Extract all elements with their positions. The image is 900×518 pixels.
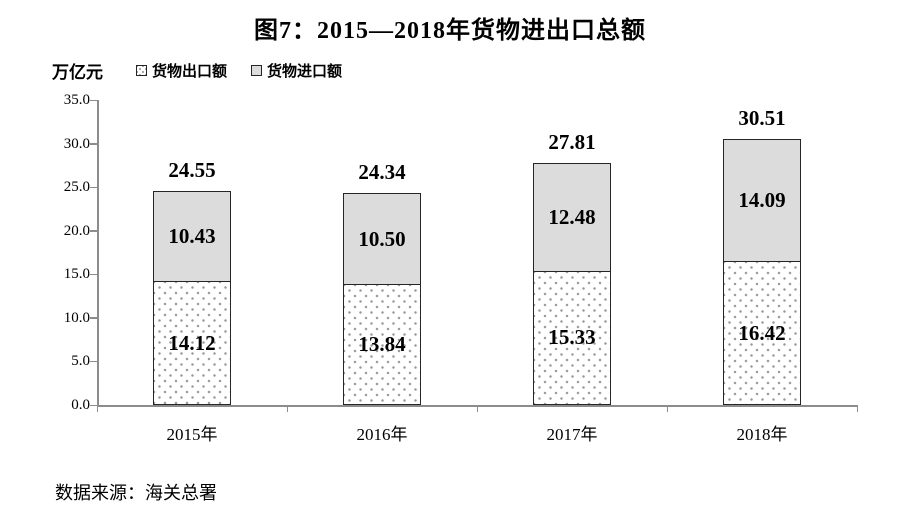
stacked-bar-2017年: 12.48 15.33 xyxy=(533,162,611,405)
x-axis-category-label: 2015年 xyxy=(166,425,218,444)
y-axis-tick-mark xyxy=(90,230,97,232)
y-axis-tick-mark xyxy=(90,99,97,101)
y-axis-tick-label: 10.0 xyxy=(63,309,90,326)
source-note: 数据来源：海关总署 xyxy=(55,483,217,503)
chart-title: 图7：2015—2018年货物进出口总额 xyxy=(254,18,646,44)
x-axis-category-label: 2018年 xyxy=(736,425,788,444)
y-axis-tick-mark xyxy=(90,317,97,319)
import-swatch-icon xyxy=(251,65,263,76)
y-axis-tick-label: 35.0 xyxy=(63,92,90,108)
total-value-label: 24.34 xyxy=(358,159,406,184)
x-axis-tick-mark xyxy=(666,405,668,412)
y-axis-tick-mark xyxy=(90,273,97,276)
import-segment: 10.50 xyxy=(343,192,421,286)
export-value-label: 15.33 xyxy=(548,325,596,350)
stacked-bar-2018年: 14.09 16.42 xyxy=(723,139,801,405)
total-value-label: 27.81 xyxy=(548,129,596,154)
x-axis-tick-mark xyxy=(476,405,478,412)
legend-item-export: 货物出口额 xyxy=(136,60,227,81)
y-axis-tick-mark xyxy=(90,186,97,189)
legend-item-import: 货物进口额 xyxy=(251,60,342,81)
export-swatch-icon xyxy=(136,65,147,76)
y-axis-tick-label: 5.0 xyxy=(71,353,90,370)
export-value-label: 16.42 xyxy=(738,320,786,345)
x-axis-category-label: 2017年 xyxy=(546,425,598,444)
export-segment: 14.12 xyxy=(153,281,231,405)
x-axis-category-label: 2016年 xyxy=(356,425,408,444)
export-value-label: 13.84 xyxy=(358,331,406,356)
export-value-label: 14.12 xyxy=(168,330,216,355)
y-axis-tick-label: 15.0 xyxy=(63,266,90,283)
import-value-label: 14.09 xyxy=(738,188,786,213)
total-value-label: 30.51 xyxy=(738,106,786,131)
export-segment: 13.84 xyxy=(343,283,421,405)
total-value-label: 24.55 xyxy=(168,158,216,183)
import-value-label: 10.50 xyxy=(358,226,406,251)
y-axis-unit-label: 万亿元 xyxy=(52,63,103,82)
legend-label-import: 货物进口额 xyxy=(267,63,343,80)
y-axis-tick-mark xyxy=(90,360,97,363)
y-axis-tick-mark xyxy=(90,404,97,406)
y-axis-tick-label: 0.0 xyxy=(71,397,90,413)
import-segment: 14.09 xyxy=(723,139,801,263)
import-value-label: 12.48 xyxy=(548,204,596,229)
x-axis-tick-mark xyxy=(286,405,288,412)
import-value-label: 10.43 xyxy=(168,224,216,249)
legend-label-export: 货物出口额 xyxy=(152,63,228,80)
y-axis-tick-label: 25.0 xyxy=(63,179,90,196)
import-segment: 12.48 xyxy=(533,162,611,273)
export-segment: 15.33 xyxy=(533,270,611,405)
export-segment: 16.42 xyxy=(723,261,801,405)
legend: 货物出口额 货物进口额 xyxy=(136,60,342,81)
stacked-bar-2015年: 10.43 14.12 xyxy=(153,191,231,405)
y-axis-tick-mark xyxy=(90,143,97,145)
y-axis-tick-label: 30.0 xyxy=(63,135,90,152)
import-segment: 10.43 xyxy=(153,191,231,283)
x-axis-tick-mark xyxy=(96,405,98,412)
x-axis-tick-mark xyxy=(856,405,858,412)
y-axis-tick-label: 20.0 xyxy=(63,222,90,239)
y-axis-line xyxy=(97,100,99,405)
stacked-bar-2016年: 10.50 13.84 xyxy=(343,192,421,405)
